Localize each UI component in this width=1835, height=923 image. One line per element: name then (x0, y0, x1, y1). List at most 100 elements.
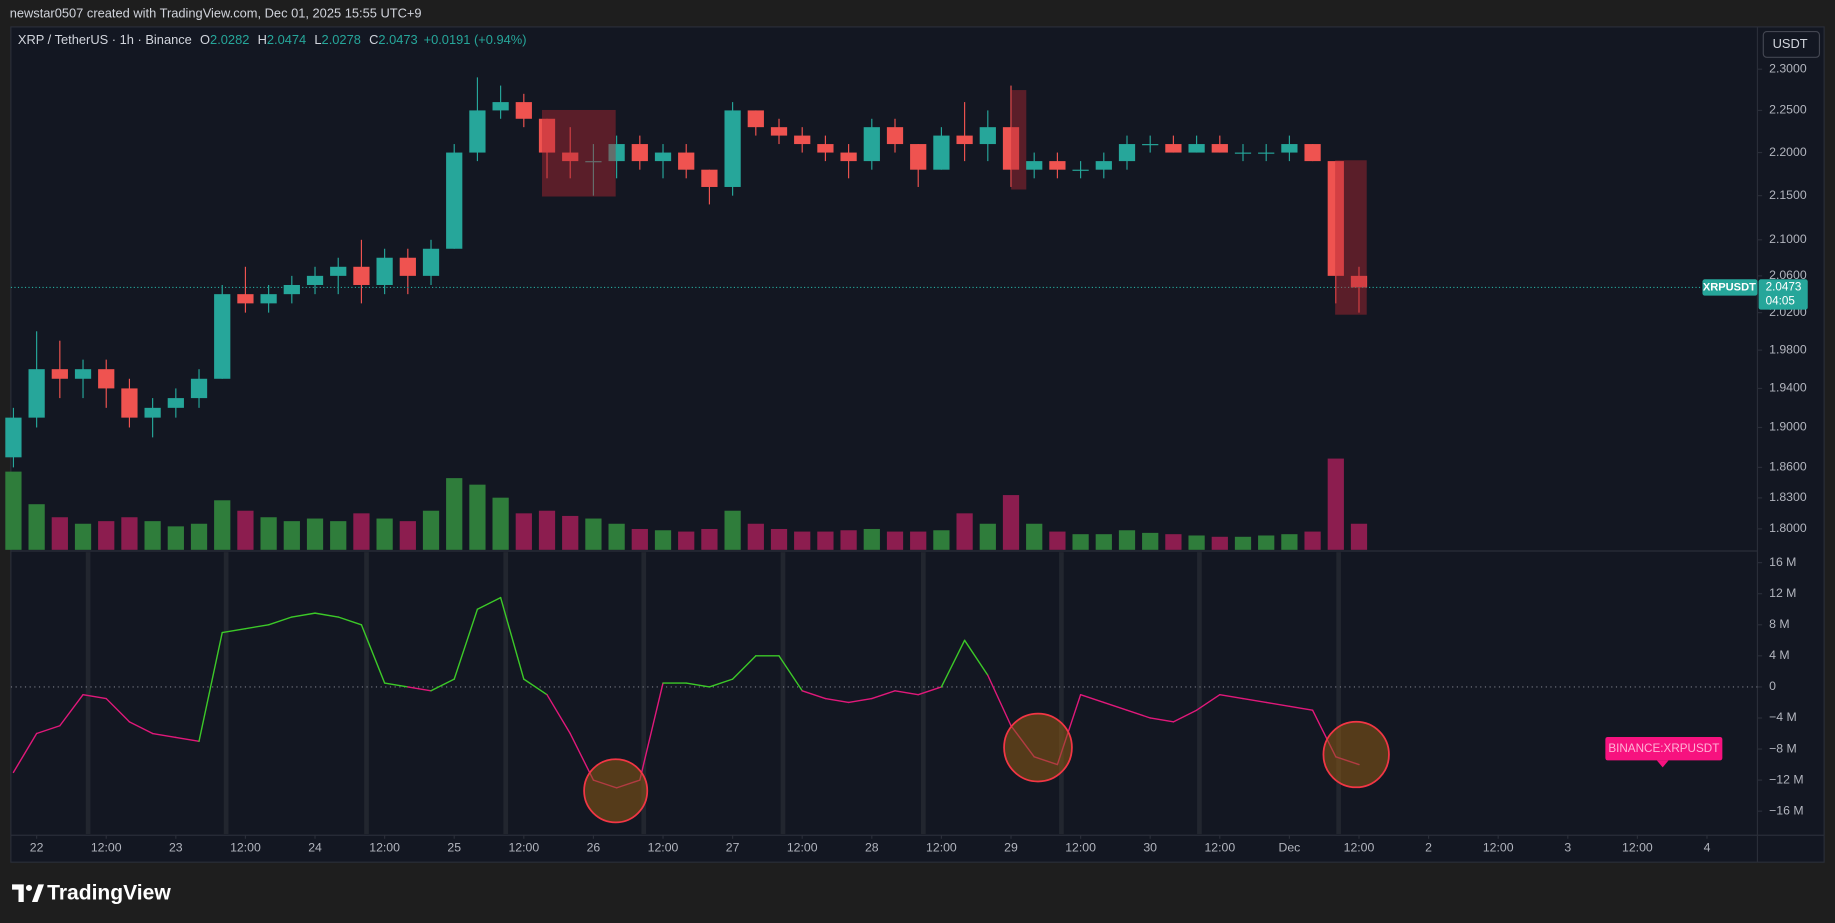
y-tick-label: −8 M (1769, 741, 1797, 755)
candle-body (515, 102, 532, 119)
x-tick-label: 29 (1004, 840, 1018, 854)
legend: XRP / TetherUS · 1h · Binance O2.0282 H2.0… (18, 32, 527, 47)
indicator-line (82, 693, 107, 700)
indicator-line (731, 655, 757, 680)
indicator-line (778, 655, 803, 692)
indicator-line (708, 678, 734, 688)
candle-body (1281, 144, 1298, 153)
legend-value: 2.0282 (210, 32, 249, 47)
session-band (641, 552, 647, 835)
x-tick-label: 12:00 (648, 840, 679, 854)
indicator-tag[interactable] (1605, 736, 1723, 761)
indicator-line (12, 732, 38, 774)
highlight-circle[interactable] (1003, 712, 1073, 783)
highlight-circle[interactable] (1322, 720, 1390, 789)
candle-body (237, 294, 254, 304)
x-tick-label: 22 (30, 840, 44, 854)
volume-bar (260, 517, 277, 550)
indicator-line (987, 674, 1012, 727)
x-tick-label: 12:00 (1204, 840, 1235, 854)
candle-body (1258, 152, 1275, 154)
volume-bar (794, 531, 811, 550)
volume-bar (1142, 532, 1159, 550)
volume-bar (330, 521, 347, 550)
candle-body (1072, 169, 1089, 171)
legend-value: 2.0473 (378, 32, 417, 47)
candle-body (1188, 144, 1205, 153)
y-tick-label: −4 M (1769, 710, 1797, 724)
unit-box[interactable] (1762, 31, 1821, 58)
indicator-line (35, 725, 61, 735)
candle-body (1095, 161, 1112, 170)
candle-body (74, 369, 92, 379)
indicator-line (1242, 697, 1267, 704)
indicator-line (314, 612, 339, 618)
x-tick-label: 12:00 (1622, 840, 1653, 854)
y-tick-label: 2.2500 (1769, 103, 1807, 117)
volume-bar (98, 521, 115, 550)
drawings: BINANCE:XRPUSDT (541, 90, 1723, 824)
candle-body (747, 110, 764, 128)
candle-body (1327, 161, 1344, 276)
candle-body (353, 266, 370, 285)
volume-bar (1002, 495, 1020, 550)
y-tick-label: 2.0600 (1769, 268, 1807, 282)
y-tick-label: −12 M (1769, 772, 1803, 786)
price-tag-price: 2.0473 (1766, 281, 1802, 294)
volume-bar (446, 478, 463, 550)
volume-bar (1095, 534, 1112, 550)
volume-bar (747, 523, 764, 550)
indicator-line (1288, 705, 1314, 711)
legend-key: C (369, 32, 378, 47)
price-tag-bg (1758, 279, 1808, 310)
logo-mark (25, 884, 33, 891)
unit-label: USDT (1773, 36, 1808, 51)
volume-bar (190, 523, 208, 550)
volume-bar (724, 510, 741, 550)
highlight-box[interactable] (541, 109, 616, 197)
candle-body (469, 110, 486, 153)
y-tick-label: 16 M (1769, 555, 1796, 569)
x-tick-label: 12:00 (1065, 840, 1096, 854)
volume-bar (1072, 534, 1089, 550)
brand-logo[interactable]: TradingView (12, 881, 171, 904)
indicator-line (1079, 693, 1105, 704)
marks-layer: XRP / TetherUS · 1h · Binance O2.0282 H2.0… (5, 32, 1808, 854)
candle-body (886, 127, 904, 145)
highlight-box[interactable] (1335, 160, 1367, 315)
highlight-circle[interactable] (583, 758, 649, 824)
candle-body (144, 407, 161, 418)
candle-body (121, 388, 138, 418)
candle-body (654, 152, 672, 162)
candle-body (1211, 144, 1228, 153)
volume-bar (933, 530, 950, 550)
volume-bar (538, 510, 556, 550)
indicator-line (198, 631, 223, 742)
indicator-line (940, 639, 966, 688)
legend-key: O (200, 32, 210, 47)
x-tick-label: 12:00 (230, 840, 261, 854)
candle-body (28, 369, 45, 418)
legend-key: L (314, 32, 321, 47)
candle-body (98, 369, 115, 389)
session-band (503, 552, 509, 835)
indicator-line (1195, 693, 1221, 711)
candle-body (1350, 275, 1368, 288)
highlight-box[interactable] (1011, 90, 1027, 190)
candle-body (1142, 144, 1159, 146)
candle-body (608, 144, 625, 162)
x-tick-label: 12:00 (926, 840, 957, 854)
indicator-line (1265, 701, 1291, 708)
volume-bar (28, 504, 45, 550)
volume-bar (237, 510, 254, 550)
y-tick-label: 2.1500 (1769, 188, 1807, 202)
candle-body (840, 152, 857, 162)
candle-body (446, 152, 463, 249)
indicator-line (546, 693, 571, 735)
candle-body (585, 161, 602, 163)
candle-body (1304, 144, 1321, 162)
indicator-line (824, 697, 850, 704)
x-tick-label: 4 (1704, 840, 1711, 854)
price-tag-symbol-bg (1702, 279, 1758, 296)
volume-bar (51, 517, 68, 550)
